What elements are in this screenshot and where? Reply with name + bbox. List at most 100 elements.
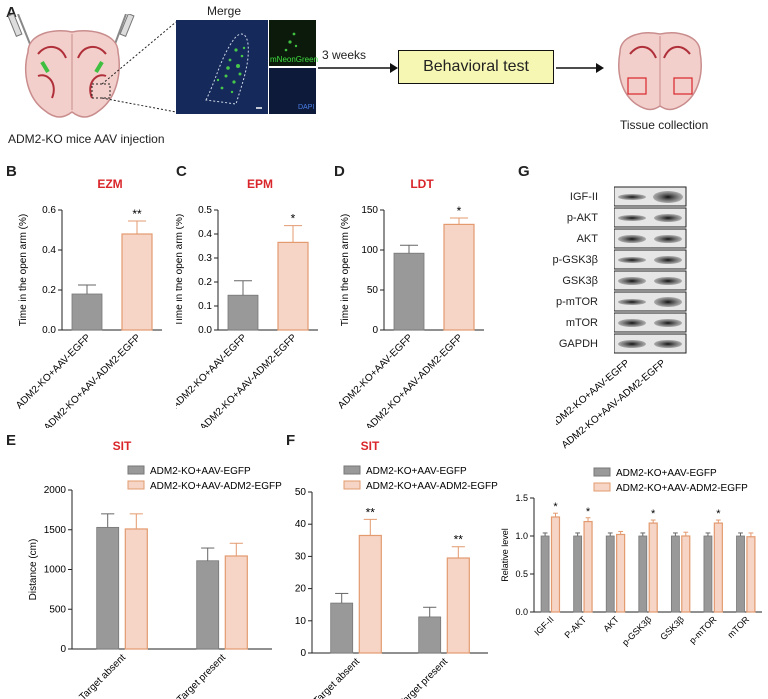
chart-sit-distance: SIT 0 500 1000 1500 2000 Distance (cm) Target a… bbox=[28, 440, 282, 699]
y-tick-label: 20 bbox=[295, 584, 307, 595]
y-tick-label: 100 bbox=[361, 245, 378, 256]
significance-mark: ** bbox=[132, 207, 142, 221]
microscopy-merge-image bbox=[176, 20, 316, 114]
y-axis-label: Time in the open arm (%) bbox=[18, 214, 29, 326]
legend-swatch bbox=[343, 480, 361, 490]
bar-control bbox=[638, 535, 648, 613]
y-tick-label: 30 bbox=[295, 551, 307, 562]
y-tick-label: 0 bbox=[300, 648, 306, 659]
blot-label: AKT bbox=[576, 233, 598, 245]
y-tick-label: 150 bbox=[361, 205, 378, 216]
blot-label: p-mTOR bbox=[556, 296, 598, 308]
legend-label: ADM2-KO+AAV-ADM2-EGFP bbox=[366, 481, 498, 492]
bar-control bbox=[573, 535, 583, 613]
chart-ezm: EZM 0.0 0.2 0.4 0.6 Time in the open arm (%) A… bbox=[14, 177, 162, 428]
chart-epm: EPM 0.0 0.1 0.2 0.3 0.4 0.5 Time in the open ar… bbox=[176, 177, 318, 428]
bar-control bbox=[227, 294, 259, 331]
panel-letter-f: F bbox=[286, 432, 296, 449]
panel-letter-a: A bbox=[6, 4, 17, 21]
y-tick-label: 500 bbox=[49, 604, 66, 615]
y-tick-label: 1.0 bbox=[515, 531, 528, 541]
arrow-right-icon-2 bbox=[556, 63, 604, 73]
chart-title: LDT bbox=[410, 177, 434, 191]
y-tick-label: 1.5 bbox=[515, 493, 528, 503]
legend-swatch bbox=[343, 465, 361, 475]
y-tick-label: 0 bbox=[60, 644, 66, 655]
x-tick-label: p-GSK3β bbox=[620, 614, 653, 647]
bar-control bbox=[605, 535, 615, 613]
y-tick-label: 0.2 bbox=[198, 277, 212, 288]
behavioral-test-box: Behavioral test bbox=[398, 50, 554, 84]
legend-label: ADM2-KO+AAV-EGFP bbox=[150, 466, 251, 477]
y-tick-label: 40 bbox=[295, 519, 307, 530]
bar-treatment bbox=[746, 536, 756, 613]
bar-control bbox=[418, 616, 442, 654]
bar-control bbox=[330, 602, 354, 654]
bar-treatment bbox=[224, 555, 248, 650]
x-tick-label: P-AKT bbox=[562, 614, 588, 640]
bar-control bbox=[540, 535, 550, 613]
bar-treatment bbox=[121, 233, 153, 331]
y-tick-label: 2000 bbox=[44, 485, 67, 496]
legend-swatch bbox=[593, 467, 611, 477]
y-tick-label: 1500 bbox=[44, 525, 67, 536]
chart-title: EZM bbox=[97, 177, 122, 191]
brain-tissue-illustration bbox=[618, 32, 702, 111]
blot-label: GAPDH bbox=[558, 338, 598, 350]
chart-title: SIT bbox=[361, 440, 380, 453]
y-tick-label: 0.3 bbox=[198, 253, 212, 264]
y-axis-label: Time in the open arm (%) bbox=[340, 214, 351, 326]
panel-letter-c: C bbox=[176, 163, 187, 180]
y-tick-label: 0.4 bbox=[42, 245, 56, 256]
bar-treatment bbox=[648, 522, 658, 613]
x-tick-label: ADM2-KO+AAV-ADM2-EGFP bbox=[42, 332, 143, 428]
legend-label: ADM2-KO+AAV-ADM2-EGFP bbox=[150, 481, 282, 492]
blot-label: GSK3β bbox=[562, 275, 598, 287]
weeks-label: 3 weeks bbox=[322, 48, 367, 62]
bar-treatment bbox=[443, 223, 475, 331]
chart-title: SIT bbox=[113, 440, 132, 453]
x-tick-label: p-mTOR bbox=[687, 614, 719, 646]
blot-label: mTOR bbox=[565, 317, 598, 329]
bar-control bbox=[71, 293, 103, 331]
legend-swatch bbox=[127, 465, 145, 475]
significance-mark: ** bbox=[366, 505, 376, 519]
y-tick-label: 0.6 bbox=[42, 205, 56, 216]
x-tick-label: Target present bbox=[397, 656, 450, 699]
y-tick-label: 0.0 bbox=[198, 325, 212, 336]
panel-letter-g: G bbox=[518, 163, 530, 180]
bar-treatment bbox=[550, 516, 561, 613]
blot-label: p-AKT bbox=[566, 212, 598, 224]
significance-mark: * bbox=[457, 204, 462, 218]
dapi-label: DAPI bbox=[298, 104, 315, 111]
arrow-right-icon bbox=[318, 63, 398, 73]
chart-sit-interaction: SIT01020304050Time in the Interaction Zo… bbox=[295, 440, 498, 699]
legend-label: ADM2-KO+AAV-ADM2-EGFP bbox=[616, 483, 748, 494]
y-tick-label: 1000 bbox=[44, 565, 67, 576]
y-tick-label: 0.4 bbox=[198, 229, 212, 240]
y-tick-label: 10 bbox=[295, 616, 307, 627]
legend-swatch bbox=[127, 480, 145, 490]
bar-treatment bbox=[681, 535, 691, 613]
y-tick-label: 0.0 bbox=[515, 607, 528, 617]
x-tick-label: GSK3β bbox=[658, 614, 686, 642]
y-tick-label: 0.1 bbox=[198, 301, 212, 312]
y-axis-label: Distance (cm) bbox=[28, 539, 39, 601]
x-tick-label: Target absent bbox=[311, 656, 362, 699]
y-tick-label: 0.5 bbox=[515, 569, 528, 579]
bar-control bbox=[703, 535, 713, 613]
x-tick-label: Target present bbox=[175, 652, 228, 699]
chart-title: EPM bbox=[247, 177, 273, 191]
bar-treatment bbox=[277, 241, 309, 331]
chart-relative-level: 0.0 0.5 1.0 1.5 Relative level * IGF-II * P-AKT A… bbox=[500, 467, 762, 648]
y-tick-label: 50 bbox=[367, 285, 379, 296]
y-tick-label: 50 bbox=[295, 487, 307, 498]
bar-control bbox=[736, 535, 745, 613]
zoom-lines bbox=[101, 21, 177, 113]
merge-label: Merge bbox=[207, 4, 242, 18]
blot-bands bbox=[614, 186, 687, 354]
blot-label: IGF-II bbox=[569, 191, 598, 203]
legend-label: ADM2-KO+AAV-EGFP bbox=[366, 466, 467, 477]
y-tick-label: 0.0 bbox=[42, 325, 56, 336]
y-tick-label: 0 bbox=[372, 325, 378, 336]
